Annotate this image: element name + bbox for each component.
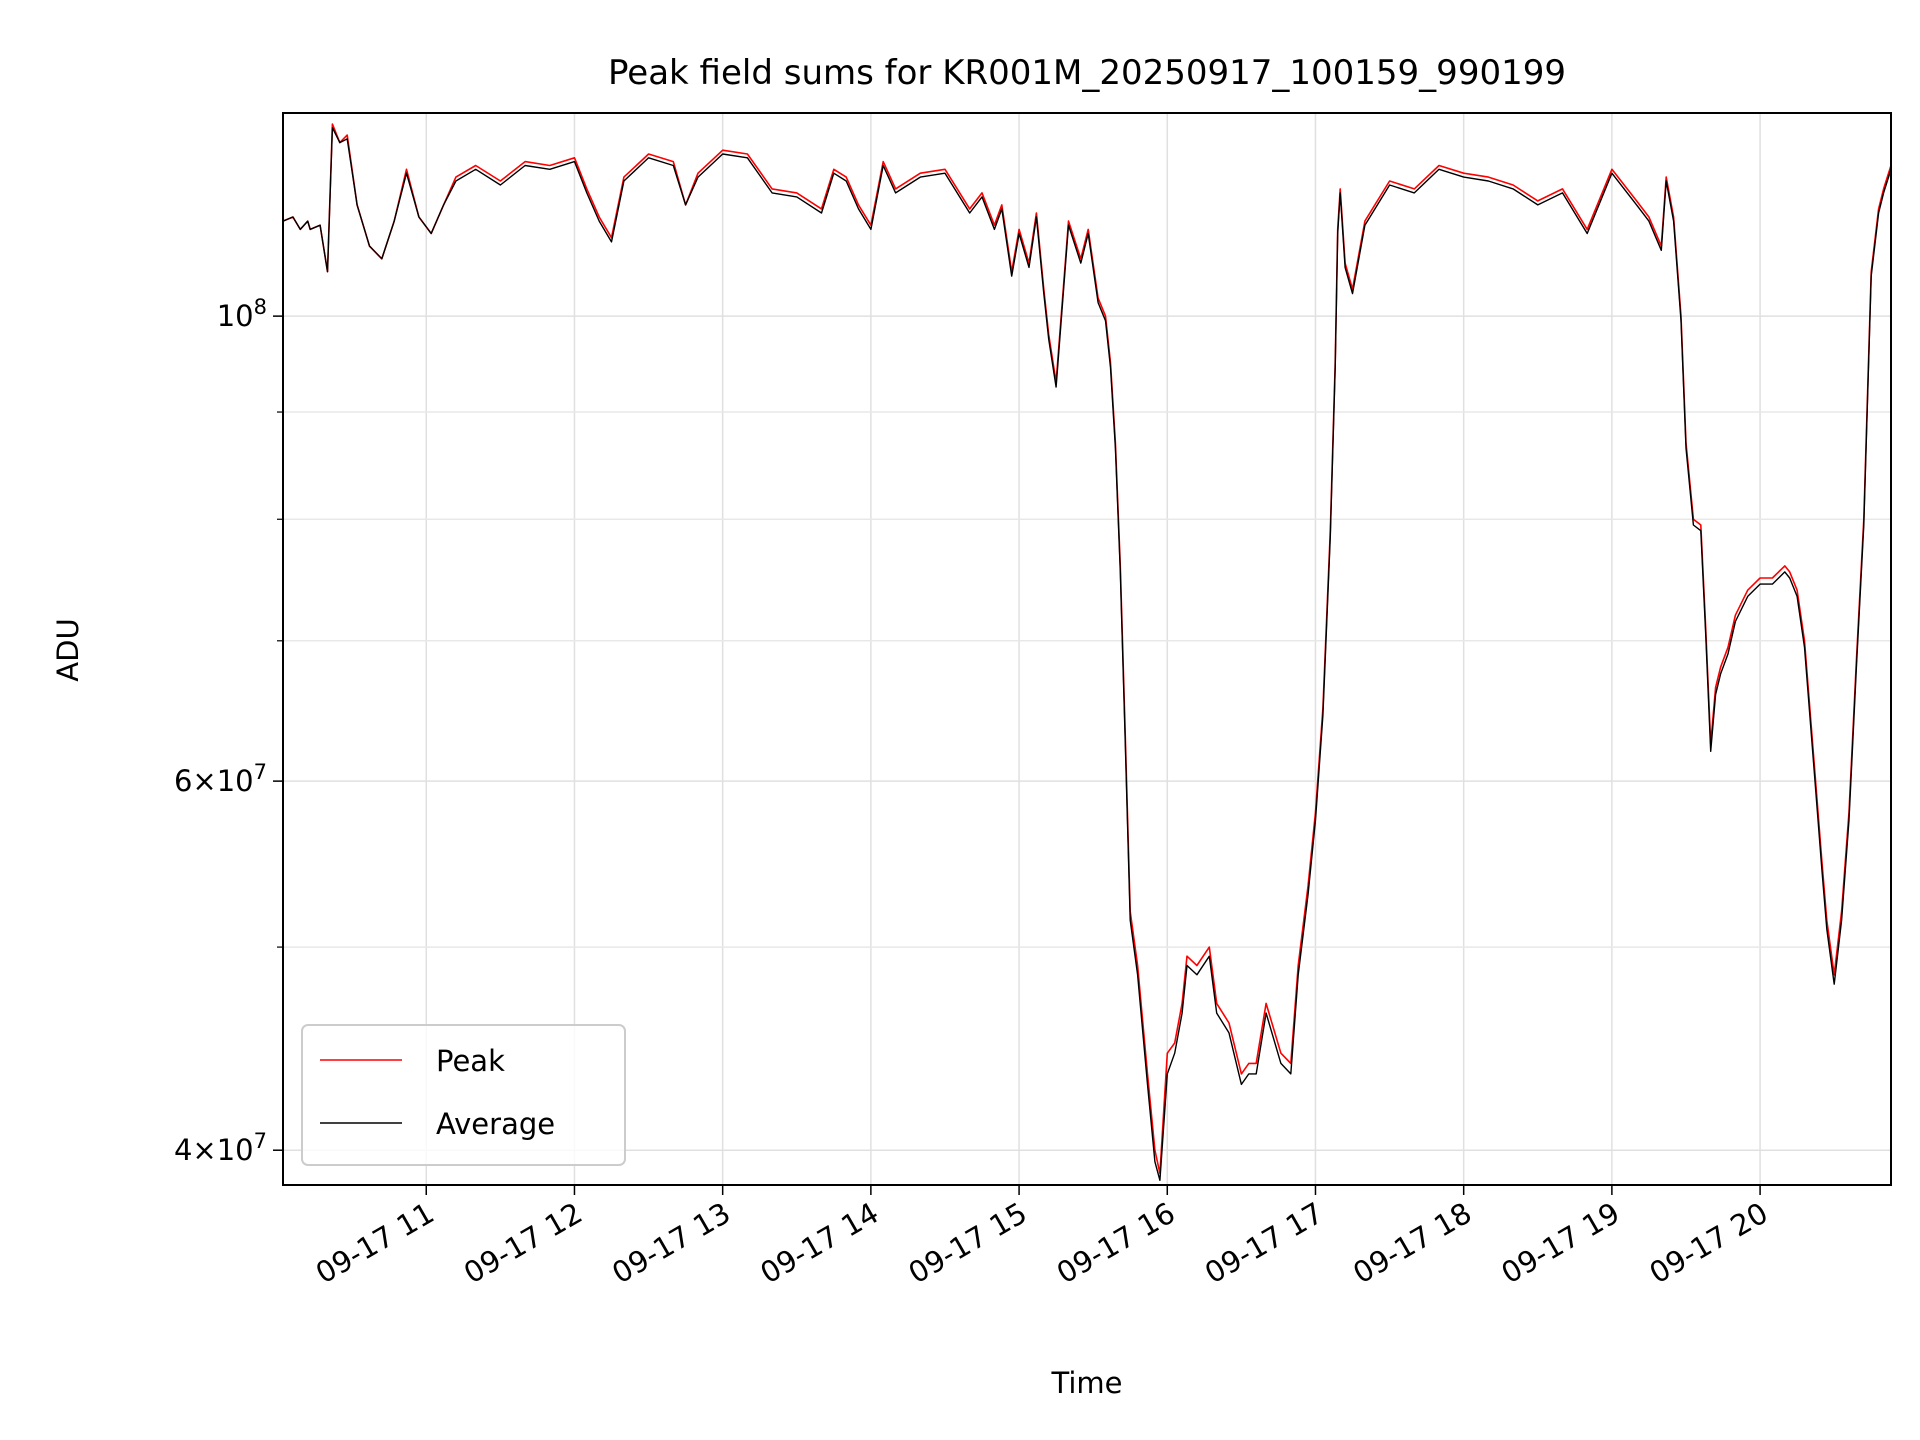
x-axis-label: Time	[1051, 1366, 1123, 1400]
grid	[283, 113, 1891, 1185]
y-tick-label: 6×107	[174, 760, 267, 798]
legend: Peak Average	[301, 1024, 626, 1166]
y-tick-label: 4×107	[174, 1129, 267, 1167]
y-tick-label: 108	[217, 295, 267, 333]
chart-title: Peak field sums for KR001M_20250917_1001…	[608, 53, 1566, 93]
legend-label-average: Average	[436, 1107, 555, 1141]
plot-frame	[282, 112, 1892, 1186]
plot-lines	[282, 123, 1892, 1182]
series-line-average	[282, 126, 1892, 1182]
y-axis-label: ADU	[51, 618, 85, 681]
legend-label-peak: Peak	[436, 1044, 505, 1078]
y-axis: 4×107 6×107 108	[174, 295, 283, 1167]
